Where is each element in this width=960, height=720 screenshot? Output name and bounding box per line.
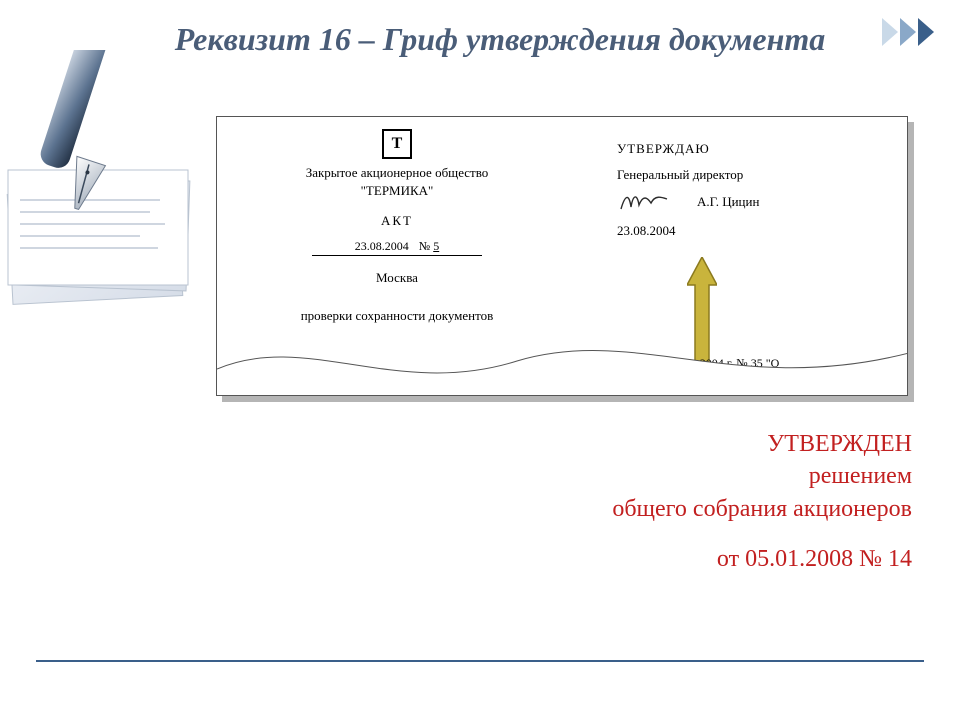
corner-decoration: [882, 18, 934, 46]
red-line-1: УТВЕРЖДЕН: [432, 428, 912, 460]
pen-illustration: [0, 50, 200, 310]
chevron-icon: [882, 18, 898, 46]
document-number: 5: [433, 239, 439, 253]
org-name-line1: Закрытое акционерное общество: [257, 165, 537, 181]
chevron-icon: [918, 18, 934, 46]
approver-position: Генеральный директор: [617, 167, 877, 183]
red-line-3: общего собрания акционеров: [432, 493, 912, 525]
document-type: АКТ: [257, 213, 537, 229]
number-label: №: [419, 239, 430, 253]
signature-icon: [617, 189, 677, 215]
slide-title: Реквизит 16 – Гриф утверждения документа: [160, 20, 840, 58]
org-name-line2: "ТЕРМИКА": [257, 183, 537, 199]
org-logo: T: [382, 129, 412, 159]
torn-edge: [217, 339, 908, 395]
approval-date: 23.08.2004: [617, 223, 877, 239]
approval-heading: УТВЕРЖДАЮ: [617, 141, 877, 157]
chevron-icon: [900, 18, 916, 46]
logo-letter: T: [392, 135, 403, 153]
document-city: Москва: [257, 270, 537, 286]
bottom-rule: [36, 660, 924, 662]
document-subject: проверки сохранности документов: [257, 308, 537, 324]
red-line-2: решением: [432, 460, 912, 492]
approver-name: А.Г. Цицин: [697, 194, 759, 210]
approval-stamp-example: УТВЕРЖДЕН решением общего собрания акцио…: [432, 428, 912, 576]
document-date: 23.08.2004: [355, 239, 409, 254]
date-number-line: 23.08.2004 № 5: [312, 239, 482, 256]
red-line-4: от 05.01.2008 № 14: [432, 543, 912, 575]
document-preview: T Закрытое акционерное общество "ТЕРМИКА…: [216, 116, 916, 404]
